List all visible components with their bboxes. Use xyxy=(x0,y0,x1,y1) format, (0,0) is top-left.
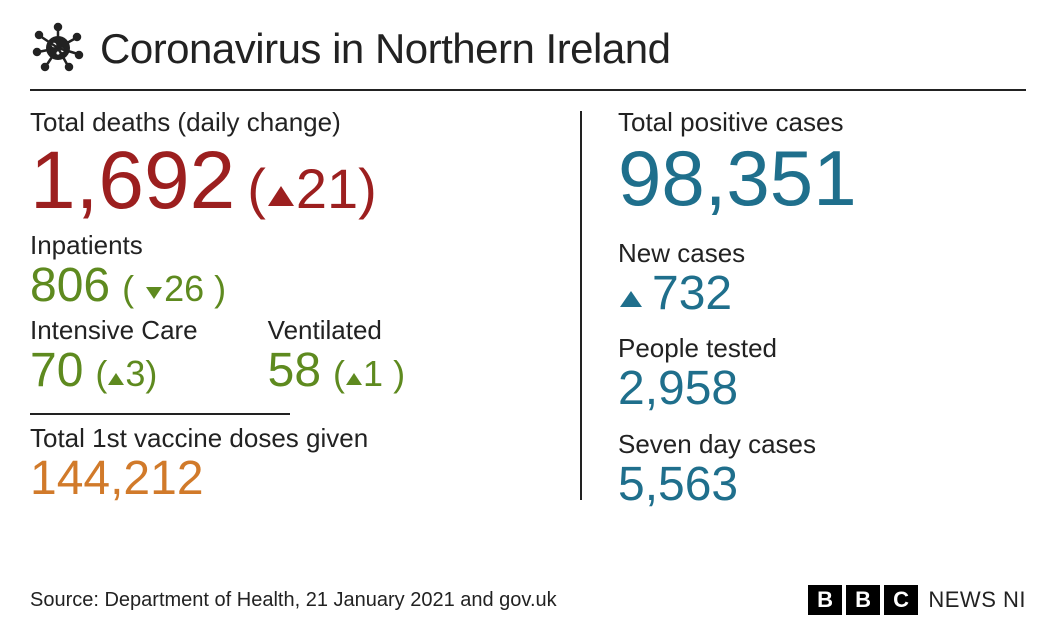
sevenday-label: Seven day cases xyxy=(618,429,1026,460)
inpatients-value-row: 806 ( 26 ) xyxy=(30,261,560,311)
icu-block: Intensive Care 70 (3) xyxy=(30,315,198,396)
sevenday-value: 5,563 xyxy=(618,460,1026,510)
header-rule xyxy=(30,89,1026,91)
infographic-card: Coronavirus in Northern Ireland Total de… xyxy=(0,0,1056,627)
ventilated-delta: (1 ) xyxy=(333,355,405,393)
arrow-up-icon xyxy=(107,372,125,386)
virus-icon xyxy=(30,18,86,79)
newcases-label: New cases xyxy=(618,238,1026,269)
header: Coronavirus in Northern Ireland xyxy=(30,18,1026,79)
tested-value: 2,958 xyxy=(618,364,1026,414)
inpatients-delta: ( 26 ) xyxy=(122,270,226,308)
arrow-up-icon xyxy=(345,372,363,386)
arrow-down-icon xyxy=(144,285,164,301)
deaths-label: Total deaths (daily change) xyxy=(30,107,560,138)
icu-ventilated-pair: Intensive Care 70 (3) Ventilated 58 (1 ) xyxy=(30,315,560,396)
bbc-logo: B B C xyxy=(808,585,918,615)
arrow-up-icon xyxy=(266,184,296,208)
icu-delta: (3) xyxy=(95,355,157,393)
arrow-up-icon xyxy=(618,289,644,309)
columns: Total deaths (daily change) 1,692 (21) I… xyxy=(30,101,1026,510)
vaccine-value: 144,212 xyxy=(30,454,560,504)
sub-rule xyxy=(30,413,290,415)
newcases-value: 732 xyxy=(652,269,732,319)
bbc-block: B xyxy=(808,585,842,615)
tested-label: People tested xyxy=(618,333,1026,364)
vaccine-label: Total 1st vaccine doses given xyxy=(30,423,560,454)
inpatients-value: 806 xyxy=(30,261,110,311)
deaths-value-row: 1,692 (21) xyxy=(30,138,560,224)
deaths-value: 1,692 xyxy=(30,138,235,224)
ventilated-value: 58 xyxy=(268,346,321,396)
inpatients-label: Inpatients xyxy=(30,230,560,261)
left-column: Total deaths (daily change) 1,692 (21) I… xyxy=(30,101,580,510)
ventilated-block: Ventilated 58 (1 ) xyxy=(268,315,405,396)
positive-value: 98,351 xyxy=(618,138,1026,220)
deaths-delta: (21) xyxy=(247,160,377,219)
brand: B B C NEWS NI xyxy=(808,585,1026,615)
right-column: Total positive cases 98,351 New cases 73… xyxy=(582,101,1026,510)
source-text: Source: Department of Health, 21 January… xyxy=(30,589,557,612)
icu-value: 70 xyxy=(30,346,83,396)
footer: Source: Department of Health, 21 January… xyxy=(30,585,1026,615)
ventilated-label: Ventilated xyxy=(268,315,405,346)
bbc-block: C xyxy=(884,585,918,615)
bbc-block: B xyxy=(846,585,880,615)
page-title: Coronavirus in Northern Ireland xyxy=(100,25,670,73)
newcases-value-row: 732 xyxy=(618,269,1026,319)
brand-suffix: NEWS NI xyxy=(928,587,1026,613)
icu-label: Intensive Care xyxy=(30,315,198,346)
